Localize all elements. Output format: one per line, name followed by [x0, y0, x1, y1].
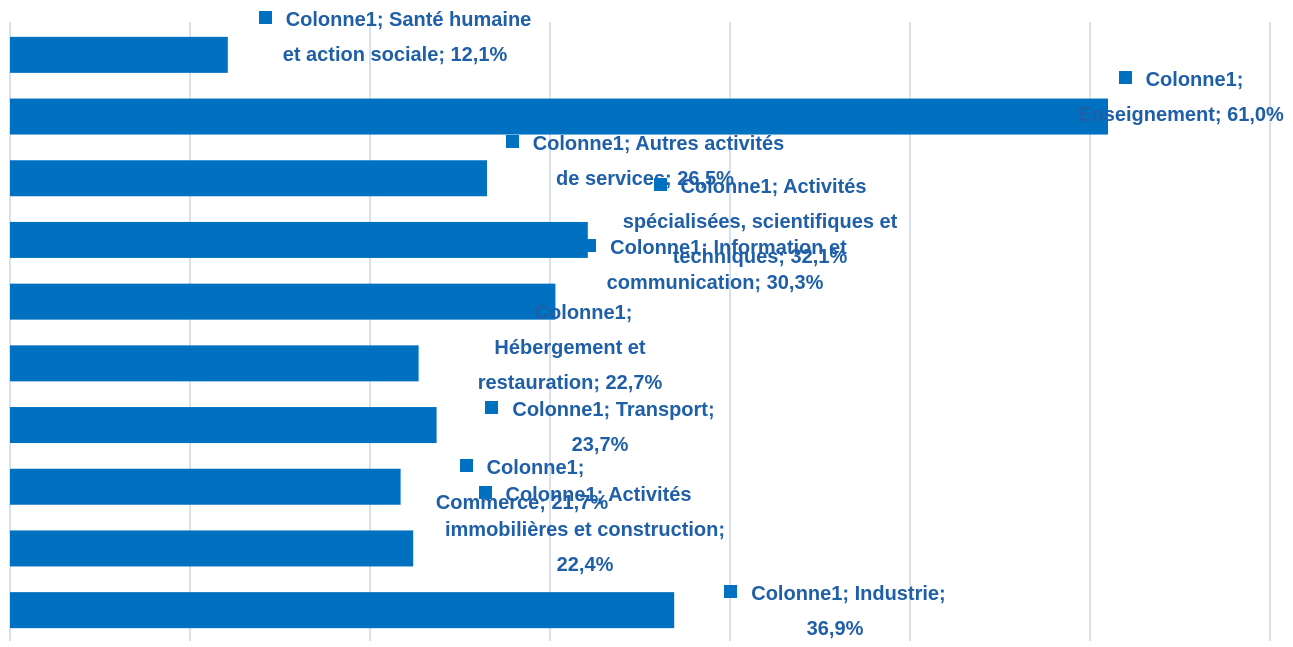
bar — [10, 36, 228, 73]
data-label: Colonne1; Activités spécialisées, scient… — [605, 170, 915, 275]
bar — [10, 98, 1108, 135]
bar — [10, 345, 419, 382]
bar — [10, 407, 437, 444]
data-label: Colonne1; Industrie; 36,9% — [695, 577, 975, 647]
bar — [10, 592, 675, 629]
data-label-text: Colonne1; Activités immobilières et cons… — [444, 484, 726, 576]
data-label-text: Colonne1; Enseignement; 61,0% — [1078, 69, 1284, 126]
bar — [10, 468, 401, 505]
data-label: Colonne1; Activités immobilières et cons… — [435, 478, 735, 583]
legend-key — [258, 11, 272, 24]
legend-key — [1118, 71, 1132, 84]
data-label: Colonne1; Santé humaine et action social… — [250, 3, 540, 73]
legend-key — [478, 486, 492, 499]
data-label: Colonne1; Enseignement; 61,0% — [1070, 63, 1292, 133]
bar — [10, 530, 414, 567]
data-label: Colonne1; Autres activités de services; … — [505, 127, 785, 197]
data-label: Colonne1; Hébergement et restauration; 2… — [450, 296, 690, 401]
data-label-text: Colonne1; Santé humaine et action social… — [282, 9, 532, 66]
legend-key — [724, 585, 738, 598]
bar — [10, 160, 487, 197]
bar — [10, 283, 556, 320]
legend-key — [653, 178, 667, 191]
legend-key — [459, 459, 473, 472]
bar — [10, 221, 588, 258]
data-label: Colonne1; Transport; 23,7% — [455, 393, 745, 463]
data-label-text: Colonne1; Autres activités de services; … — [532, 133, 785, 190]
data-label-text: Colonne1; Hébergement et restauration; 2… — [477, 302, 663, 394]
data-label: Colonne1; Information et communication; … — [580, 231, 850, 301]
data-label-text: Colonne1; Activités spécialisées, scient… — [622, 176, 898, 268]
legend-key — [507, 304, 521, 317]
legend-key — [505, 135, 519, 148]
legend-key — [485, 401, 499, 414]
legend-key — [583, 239, 597, 252]
data-label-text: Colonne1; Industrie; 36,9% — [751, 583, 946, 640]
data-label-text: Colonne1; Information et communication; … — [606, 237, 847, 294]
data-label-text: Colonne1; Transport; 23,7% — [512, 399, 715, 456]
